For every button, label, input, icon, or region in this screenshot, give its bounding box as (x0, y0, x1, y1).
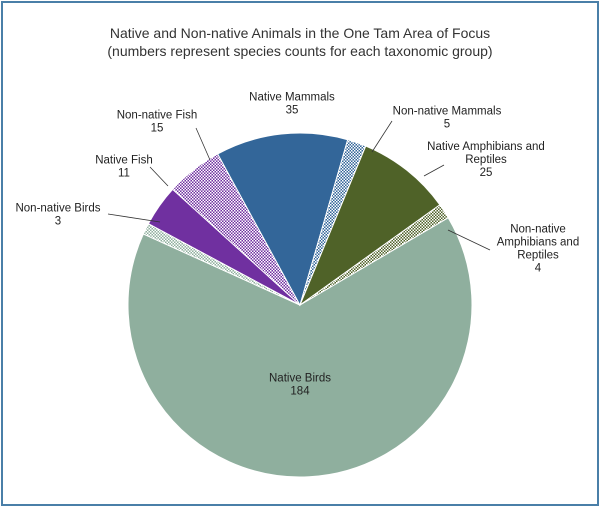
slice-label-non-native-mammals: Non-native Mammals 5 (393, 106, 502, 131)
leader-line-non-native-birds (107, 213, 161, 223)
chart-title: Native and Non-native Animals in the One… (109, 25, 491, 41)
leader-line-native-amphibians-and-reptiles (423, 164, 445, 177)
pie-slice-native-mammals (217, 132, 349, 307)
slice-label-native-mammals: Native Mammals 35 (249, 92, 335, 117)
slice-label-native-fish: Native Fish 11 (95, 155, 153, 180)
chart-subtitle: (numbers represent species counts for ea… (107, 43, 493, 59)
pie-slice-native-birds (127, 217, 473, 478)
slice-label-native-birds: Native Birds 184 (269, 373, 331, 398)
slice-label-native-amphibians-and-reptiles: Native Amphibians and Reptiles 25 (427, 141, 545, 179)
slice-label-non-native-birds: Non-native Birds 3 (15, 203, 100, 228)
leader-line-non-native-mammals (371, 120, 393, 153)
pie-slice-non-native-amphibians-and-reptiles (299, 204, 449, 306)
slice-label-non-native-fish: Non-native Fish 15 (117, 110, 198, 135)
chart-title-block: Native and Non-native Animals in the One… (0, 24, 600, 60)
slice-label-non-native-amphibians-and-reptiles: Non-native Amphibians and Reptiles 4 (497, 224, 579, 275)
leader-line-native-fish (149, 166, 169, 187)
pie-slice-native-amphibians-and-reptiles (298, 145, 441, 307)
leader-line-non-native-fish (195, 127, 211, 161)
leader-line-non-native-amphibians-and-reptiles (447, 229, 491, 251)
